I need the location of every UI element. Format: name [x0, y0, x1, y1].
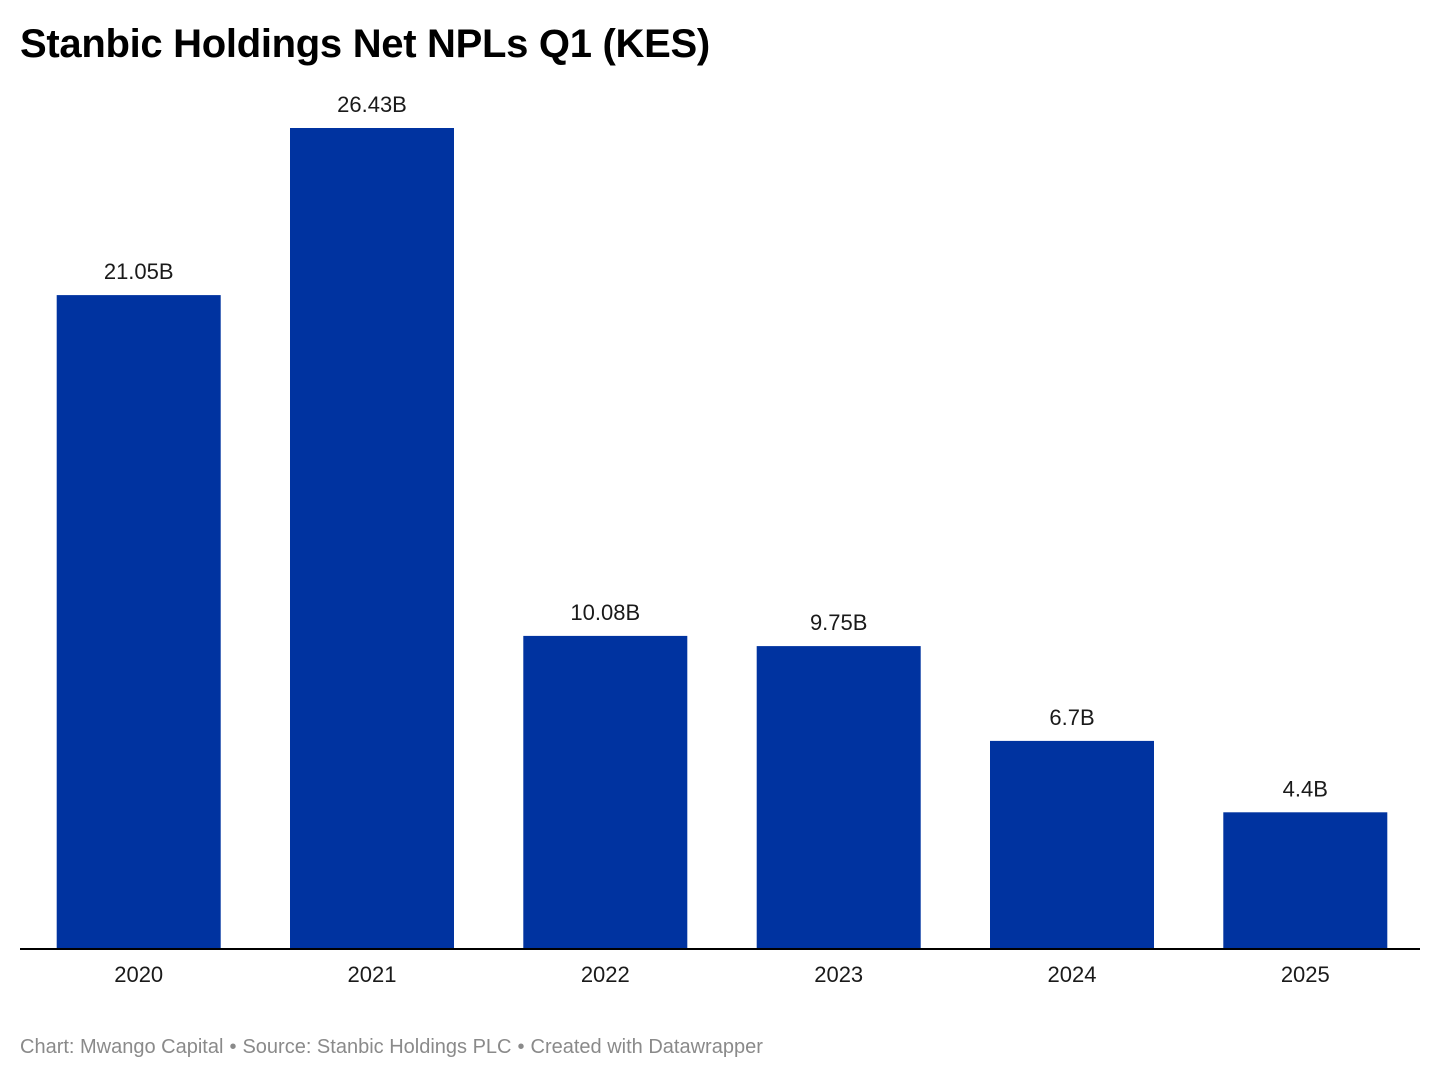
bar-2022	[523, 635, 688, 949]
x-tick-label-2020: 2020	[114, 962, 163, 987]
bar-2025	[1223, 812, 1388, 949]
x-tick-label-2022: 2022	[581, 962, 630, 987]
bar-2023	[756, 646, 921, 949]
bar-2021	[290, 128, 454, 949]
value-label-2022: 10.08B	[570, 600, 640, 625]
x-tick-label-2021: 2021	[348, 962, 397, 987]
source-credit: Source: Stanbic Holdings PLC	[242, 1036, 512, 1058]
value-label-2021: 26.43B	[337, 92, 407, 117]
bars-group	[56, 128, 1388, 950]
created-with-credit: Created with Datawrapper	[530, 1036, 763, 1058]
bar-2020	[56, 295, 221, 950]
x-tick-label-2023: 2023	[814, 962, 863, 987]
value-label-2023: 9.75B	[810, 610, 868, 635]
chart-footer: Chart: Mwango Capital • Source: Stanbic Ho…	[20, 1034, 763, 1060]
value-label-2025: 4.4B	[1283, 776, 1328, 801]
chart-title: Stanbic Holdings Net NPLs Q1 (KES)	[20, 22, 710, 66]
value-labels-group: 21.05B 26.43B 10.08B 9.75B 6.7B 4.4B	[104, 92, 1328, 801]
footer-separator: •	[229, 1036, 237, 1058]
x-axis-tick-labels: 2020 2021 2022 2023 2024 2025	[114, 962, 1330, 987]
x-tick-label-2025: 2025	[1281, 962, 1330, 987]
chart-credit: Chart: Mwango Capital	[20, 1036, 224, 1058]
footer-separator: •	[517, 1036, 525, 1058]
value-label-2020: 21.05B	[104, 259, 174, 284]
x-tick-label-2024: 2024	[1048, 962, 1097, 987]
value-label-2024: 6.7B	[1049, 705, 1094, 730]
bar-2024	[990, 740, 1154, 949]
